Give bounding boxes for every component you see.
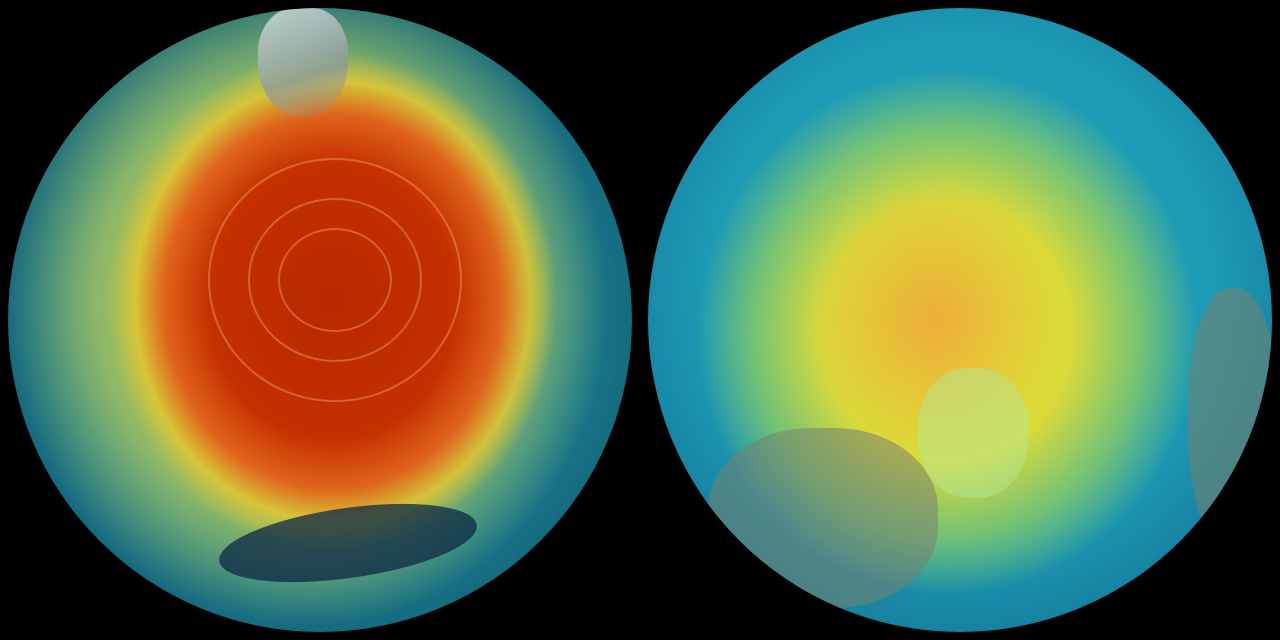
landmass-north-america [708, 428, 938, 608]
vortex-swirl [208, 158, 462, 402]
dark-eddy [214, 490, 482, 596]
left-globe [8, 8, 632, 632]
landmass-greenland [918, 368, 1028, 498]
landmass-south-america [258, 8, 348, 118]
right-globe [648, 8, 1272, 632]
landmass-europe [1188, 288, 1272, 548]
